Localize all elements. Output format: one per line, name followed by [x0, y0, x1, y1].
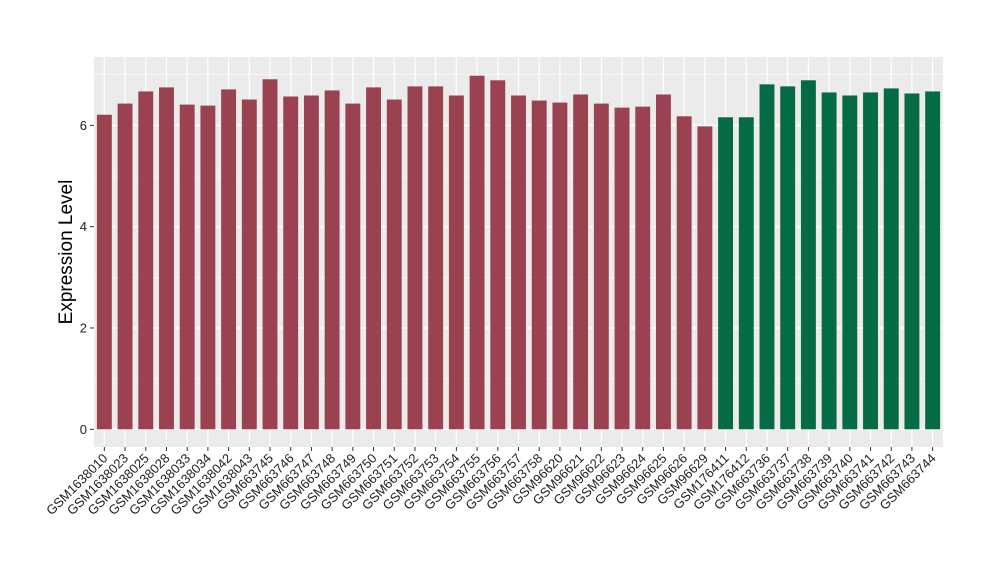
bar-GSM1638043: [241, 99, 257, 430]
bar-GSM663747: [303, 95, 319, 430]
bar-GSM1638023: [117, 103, 133, 430]
y-tick-label: 4: [80, 219, 87, 234]
bar-GSM663751: [386, 99, 402, 430]
bar-GSM176412: [738, 117, 754, 430]
bar-GSM663756: [490, 80, 506, 430]
bar-GSM96626: [676, 116, 692, 430]
y-tick-label: 0: [80, 422, 87, 437]
bar-GSM663739: [821, 92, 837, 430]
bar-GSM96629: [697, 126, 713, 430]
bar-GSM663746: [283, 96, 299, 430]
axes: 0246GSM1638010GSM1638023GSM1638025GSM163…: [43, 118, 939, 518]
bar-GSM663755: [469, 75, 485, 430]
bar-GSM663740: [842, 95, 858, 430]
bar-GSM663749: [345, 103, 361, 430]
y-tick-label: 2: [80, 320, 87, 335]
bar-GSM663753: [428, 86, 444, 430]
bar-GSM663741: [863, 92, 878, 430]
bar-GSM176411: [718, 117, 734, 430]
bar-GSM663743: [904, 93, 920, 430]
bar-GSM96621: [573, 94, 589, 430]
bar-GSM1638028: [159, 87, 174, 430]
bar-GSM663736: [759, 84, 775, 430]
bar-GSM96623: [614, 107, 630, 430]
bar-GSM663758: [531, 100, 547, 430]
bar-GSM1638034: [200, 105, 216, 430]
y-axis-label: Expression Level: [56, 180, 77, 325]
bar-GSM663757: [511, 95, 526, 430]
bar-GSM1638033: [179, 104, 195, 430]
bar-GSM1638010: [96, 114, 112, 430]
bar-GSM663745: [262, 79, 278, 430]
bar-GSM96625: [655, 94, 671, 430]
bar-GSM1638042: [221, 89, 237, 430]
bar-GSM663737: [780, 86, 796, 430]
bar-GSM663748: [324, 90, 340, 430]
bar-GSM663744: [925, 91, 941, 430]
bar-GSM96620: [552, 102, 568, 430]
bar-GSM96622: [593, 103, 609, 430]
bar-GSM663752: [407, 86, 423, 430]
bar-GSM663754: [448, 95, 464, 430]
bars: [96, 75, 941, 430]
bar-GSM663750: [366, 87, 382, 430]
bar-GSM96624: [635, 106, 651, 430]
bar-GSM663738: [800, 80, 816, 430]
y-tick-label: 6: [80, 118, 87, 133]
bar-GSM663742: [883, 88, 899, 430]
bar-GSM1638025: [138, 91, 154, 430]
